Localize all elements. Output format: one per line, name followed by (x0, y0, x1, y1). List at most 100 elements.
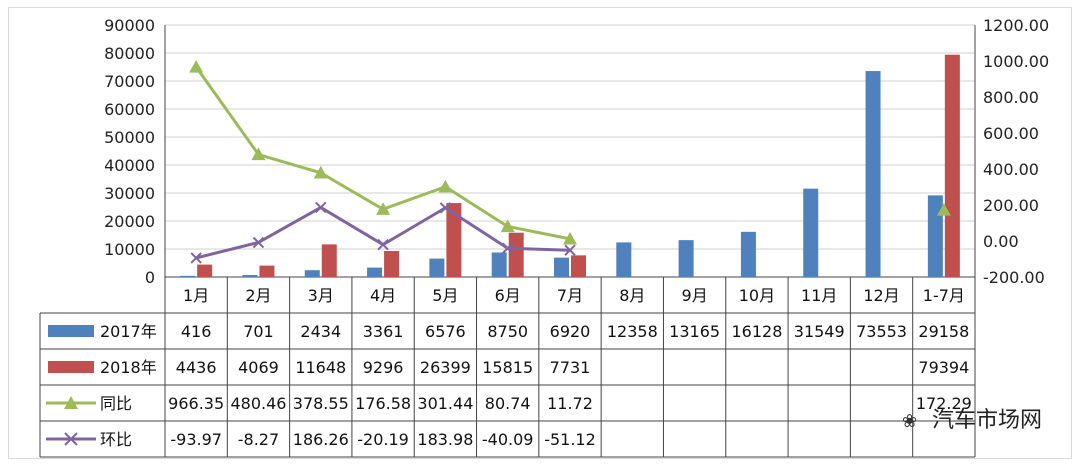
y-right-tick-label: 600.00 (983, 124, 1039, 143)
table-cell: 2434 (300, 322, 341, 341)
table-cell: 186.26 (293, 430, 349, 449)
line-point (501, 242, 514, 254)
legend-key (48, 325, 94, 337)
legend-label: 2017年 (100, 322, 157, 341)
table-cell: -51.12 (544, 430, 596, 449)
bar (944, 54, 960, 277)
legend-marker (64, 432, 78, 446)
table-cell: 29158 (918, 322, 969, 341)
series-line (444, 185, 509, 228)
table-cell: 12358 (607, 322, 658, 341)
table-cell: 416 (181, 322, 212, 341)
table-cell: 301.44 (417, 394, 473, 413)
bar (321, 244, 337, 277)
y-left-tick-label: 0 (145, 268, 155, 287)
x-tick-label: 11月 (801, 286, 837, 305)
table-cell: 11648 (295, 358, 346, 377)
line-point (438, 179, 453, 193)
series-line (320, 171, 384, 211)
line-point (439, 202, 452, 214)
bar (384, 250, 400, 277)
bar (508, 232, 524, 277)
x-tick-label: 1-7月 (923, 286, 965, 305)
table-cell: 9296 (363, 358, 404, 377)
legend-label: 环比 (100, 430, 132, 449)
series-line (195, 241, 259, 260)
series-line (257, 206, 322, 244)
line-point (315, 201, 327, 214)
bar (740, 231, 756, 277)
table-cell: -40.09 (482, 430, 534, 449)
y-left-tick-label: 60000 (104, 100, 155, 119)
y-left-tick-label: 30000 (104, 184, 155, 203)
y-right-tick-label: 800.00 (983, 88, 1039, 107)
line-point (189, 60, 204, 73)
table-cell: 26399 (420, 358, 471, 377)
line-point (376, 202, 391, 215)
bar (304, 270, 320, 277)
bar (242, 275, 258, 277)
bar (446, 203, 462, 277)
y-left-tick-label: 20000 (104, 212, 155, 231)
y-left-tick-label: 90000 (104, 16, 155, 35)
x-tick-label: 8月 (619, 286, 645, 305)
table-cell: 4436 (176, 358, 217, 377)
line-point (563, 231, 577, 245)
line-point (500, 219, 515, 233)
x-tick-label: 3月 (308, 286, 334, 305)
bar (367, 267, 383, 277)
y-left-tick-label: 70000 (104, 72, 155, 91)
bar (180, 275, 196, 277)
legend-label: 2018年 (100, 358, 157, 377)
table-cell: 183.98 (417, 430, 473, 449)
line-point (252, 236, 265, 249)
y-left-tick-label: 80000 (104, 44, 155, 63)
legend-key (48, 361, 94, 373)
bar (865, 71, 881, 277)
table-cell: -8.27 (238, 430, 279, 449)
line-point (313, 165, 328, 179)
table-cell: 8750 (487, 322, 528, 341)
series-line (507, 224, 571, 241)
y-right-tick-label: 200.00 (983, 196, 1039, 215)
bar (927, 195, 943, 277)
chart-frame (8, 7, 1072, 459)
series-line (258, 153, 322, 175)
bar (491, 252, 507, 277)
table-cell: 11.72 (547, 394, 593, 413)
line-point (936, 202, 951, 216)
watermark-text: 汽车市场网 (931, 408, 1042, 433)
legend-label: 同比 (100, 394, 132, 413)
y-left-tick-label: 10000 (104, 240, 155, 259)
series-line (320, 206, 384, 246)
bar (554, 257, 569, 277)
wechat-icon: ❀ (901, 411, 918, 432)
table-cell: 172.29 (916, 394, 972, 413)
series-line (507, 246, 571, 252)
y-right-tick-label: 1200.00 (983, 16, 1049, 35)
y-right-tick-label: 0.00 (983, 232, 1019, 251)
y-right-tick-label: 1000.00 (983, 52, 1049, 71)
x-tick-label: 6月 (495, 286, 521, 305)
x-tick-label: 4月 (370, 286, 396, 305)
table-cell: 13165 (669, 322, 720, 341)
x-tick-label: 1月 (183, 286, 209, 305)
series-line (194, 66, 260, 156)
bar (678, 240, 694, 277)
bar (803, 188, 819, 277)
y-right-tick-label: 400.00 (983, 160, 1039, 179)
table-cell: -93.97 (170, 430, 222, 449)
table-cell: -20.19 (357, 430, 409, 449)
x-tick-label: 5月 (432, 286, 458, 305)
table-cell: 31549 (794, 322, 845, 341)
x-tick-label: 7月 (557, 286, 583, 305)
y-left-tick-label: 40000 (104, 156, 155, 175)
table-cell: 701 (243, 322, 274, 341)
table-cell: 4069 (238, 358, 279, 377)
table-cell: 15815 (482, 358, 533, 377)
table-cell: 6920 (550, 322, 591, 341)
bar (259, 265, 275, 277)
table-cell: 6576 (425, 322, 466, 341)
x-tick-label: 2月 (245, 286, 271, 305)
